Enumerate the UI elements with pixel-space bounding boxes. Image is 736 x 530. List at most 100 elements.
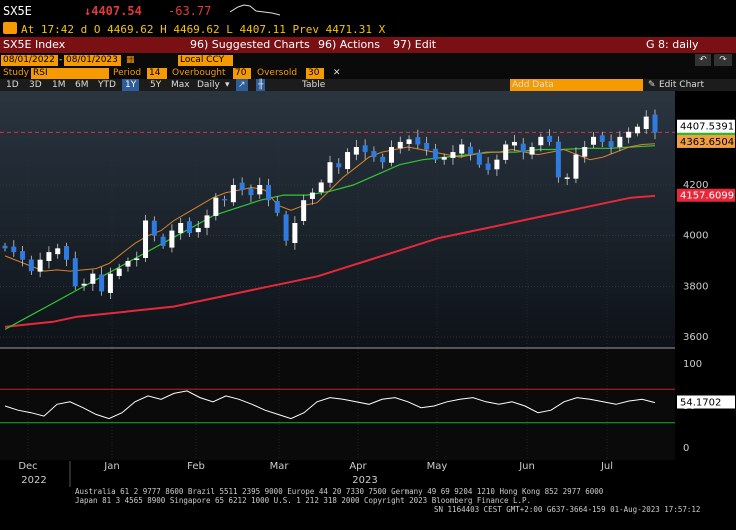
candle-body [599, 135, 605, 142]
range-1m[interactable]: 1M [52, 80, 66, 90]
grid-lines [0, 91, 675, 460]
candle-body [529, 147, 535, 155]
period-field[interactable]: 14 [147, 68, 167, 79]
edit-chart-button[interactable]: Edit Chart [659, 80, 705, 90]
range-3d[interactable]: 3D [29, 80, 42, 90]
price-change: -63.77 [168, 4, 212, 18]
ticker-label[interactable]: SX5E [3, 4, 32, 18]
candle-body [476, 152, 482, 165]
candle-body [292, 223, 298, 244]
study-field[interactable]: RSI [31, 68, 109, 79]
range-max[interactable]: Max [171, 80, 190, 90]
candle-body [107, 273, 113, 293]
moving-averages [4, 143, 656, 330]
chart-toolbar: 1D 3D 1M 6M YTD 1Y 5Y Max Daily ▾ ↗ ╫ Ta… [0, 79, 736, 91]
end-date-field[interactable]: 08/01/2023 [64, 55, 121, 66]
pencil-icon[interactable]: ✎ [648, 80, 656, 90]
study-label: Study [3, 68, 29, 78]
candle-body [468, 146, 474, 155]
suggested-charts-menu[interactable]: 96) Suggested Charts [190, 38, 310, 51]
candle-body [485, 163, 491, 170]
range-ytd[interactable]: YTD [98, 80, 116, 90]
rsi-tag-bg [677, 395, 735, 409]
candle-body [643, 116, 649, 130]
close-study-icon[interactable]: ✕ [333, 68, 341, 78]
month-label: Mar [270, 461, 290, 472]
candle-body [195, 228, 201, 233]
overbought-field[interactable]: 70 [233, 68, 251, 79]
range-1d[interactable]: 1D [6, 80, 19, 90]
candle-body [90, 273, 96, 284]
last-price-tag: 4407.5391 [680, 122, 734, 133]
add-data-input[interactable]: Add Data [510, 79, 643, 91]
alert-icon[interactable] [3, 22, 17, 34]
month-label: Jan [103, 461, 119, 472]
candle-body [511, 141, 517, 146]
redo-button[interactable]: ↷ [714, 54, 732, 66]
candle-body [230, 185, 236, 203]
candle-body [564, 177, 570, 179]
candle-body [116, 268, 122, 276]
range-5y[interactable]: 5Y [150, 80, 162, 90]
candle-body [309, 192, 315, 199]
footer-line-2: Japan 81 3 4565 8900 Singapore 65 6212 1… [75, 496, 532, 505]
candle-body [81, 283, 87, 286]
candle-body [204, 215, 210, 228]
undo-button[interactable]: ↶ [695, 54, 711, 66]
rsi-line [4, 390, 656, 420]
calendar-icon[interactable]: ▦ [126, 55, 135, 65]
chart-type-line-icon[interactable]: ↗ [236, 79, 248, 91]
bloomberg-footer: Australia 61 2 9777 8600 Brazil 5511 239… [0, 487, 736, 530]
currency-field[interactable]: Local CCY [178, 55, 233, 66]
last-price-tag-bg [677, 119, 735, 133]
rsi-tick-label: 0 [683, 443, 689, 454]
candle-body [608, 141, 614, 147]
candle-body [362, 145, 368, 153]
ma-short-tag-bg [677, 134, 735, 148]
range-1y[interactable]: 1Y [122, 79, 140, 91]
year-label: 2022 [21, 475, 46, 486]
price-chart[interactable]: 3600380040004200050100 DecJanFebMarAprMa… [0, 91, 736, 530]
last-price: ↓4407.54 [84, 4, 142, 18]
footer-line-1: Australia 61 2 9777 8600 Brazil 5511 239… [75, 487, 604, 496]
rsi-tag: 54.1702 [680, 397, 721, 408]
candle-body [257, 185, 263, 195]
x-axis-labels: Dec Jan Feb Mar Apr May Jun Jul 2022 2023 [18, 461, 613, 487]
candle-body [520, 143, 526, 153]
candle-body [222, 198, 228, 201]
candle-body [63, 246, 69, 260]
security-field[interactable]: SX5E Index [3, 38, 66, 51]
range-6m[interactable]: 6M [75, 80, 89, 90]
quote-header: SX5E ↓4407.54 -63.77 [0, 0, 736, 22]
candle-body [617, 136, 623, 147]
actions-menu[interactable]: 96) Actions [318, 38, 380, 51]
month-label: Dec [18, 461, 37, 472]
candle-body [239, 182, 245, 191]
rsi-panel-bg [0, 349, 675, 460]
candle-body [55, 248, 61, 255]
candle-body [582, 147, 588, 157]
ma-long-line [4, 194, 656, 328]
oversold-field[interactable]: 30 [306, 68, 324, 79]
edit-menu[interactable]: 97) Edit [393, 38, 437, 51]
candle-body [459, 144, 465, 154]
start-date-field[interactable]: 08/01/2022 [1, 55, 58, 66]
chart-type-candle-icon[interactable]: ╫ [256, 79, 266, 91]
rsi-tick-label: 100 [683, 359, 702, 370]
ma-long-tag: 4157.6099 [680, 191, 734, 202]
frequency-dropdown[interactable]: Daily [197, 80, 220, 90]
candle-body [538, 136, 544, 146]
table-button[interactable]: Table [302, 80, 326, 90]
candle-body [371, 151, 377, 158]
candle-body [20, 251, 26, 260]
candle-body [72, 258, 78, 287]
candle-body [634, 126, 640, 134]
candle-body [652, 114, 658, 133]
period-label: Period [113, 68, 142, 78]
chevron-down-icon[interactable]: ▾ [225, 80, 230, 90]
candle-body [406, 139, 412, 144]
candle-body [274, 200, 280, 213]
candle-body [125, 261, 131, 267]
candle-body [388, 147, 394, 163]
candle-body [248, 188, 254, 196]
